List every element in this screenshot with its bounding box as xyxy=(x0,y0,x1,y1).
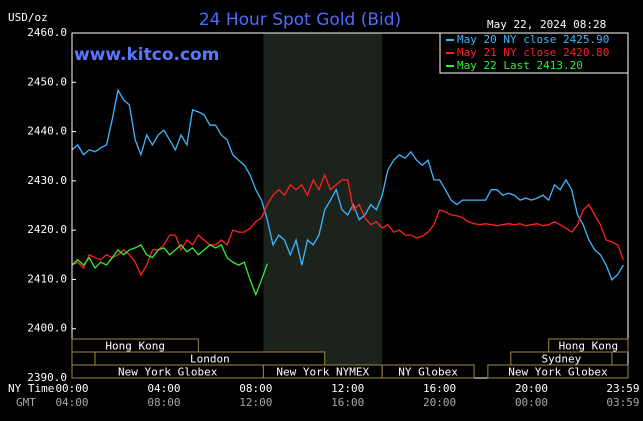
unit-label: USD/oz xyxy=(8,11,48,24)
session-label: London xyxy=(190,353,230,366)
x-tick-label: 12:00 xyxy=(331,382,364,395)
session-label: Hong Kong xyxy=(105,340,165,353)
price-line xyxy=(71,88,624,282)
plot-marks xyxy=(71,88,625,297)
x-tick-label: 04:00 xyxy=(147,382,180,395)
plot-back xyxy=(263,33,383,378)
x-tick-label: 00:00 xyxy=(55,382,88,395)
x-tick-label: 20:00 xyxy=(515,382,548,395)
x-tick-label: 23:59 xyxy=(606,382,639,395)
x2-tick-label: 00:00 xyxy=(515,396,548,409)
x2-tick-label: 03:59 xyxy=(606,396,639,409)
session-label: Sydney xyxy=(541,353,581,366)
session-bar xyxy=(381,364,475,379)
session-label: New York Globex xyxy=(508,366,608,379)
x-tick-label: 16:00 xyxy=(423,382,456,395)
x2-row-label: GMT xyxy=(16,396,36,409)
x2-tick-label: 08:00 xyxy=(147,396,180,409)
watermark: www.kitco.com xyxy=(74,45,219,65)
legend-box xyxy=(439,32,629,74)
y-tick-label: 2440.0 xyxy=(27,125,67,138)
x-tick-label: 08:00 xyxy=(239,382,272,395)
session-label: NY Globex xyxy=(398,366,458,379)
legend-label: May 20 NY close 2425.90 xyxy=(457,33,609,46)
timestamp: May 22, 2024 08:28 xyxy=(487,18,606,31)
y-tick-label: 2450.0 xyxy=(27,75,67,88)
legend-label: May 22 Last 2413.20 xyxy=(457,59,583,72)
nymex-shade xyxy=(263,33,383,378)
x2-tick-label: 04:00 xyxy=(55,396,88,409)
y-tick-label: 2410.0 xyxy=(27,272,67,285)
session-label: Hong Kong xyxy=(559,340,619,353)
price-line xyxy=(71,173,625,277)
x2-tick-label: 12:00 xyxy=(239,396,272,409)
x2-tick-label: 16:00 xyxy=(331,396,364,409)
session-bar xyxy=(71,351,96,366)
overlay: 2390.0 2400.0 2410.0 2420.0 2430.0 2440.0 2450… xyxy=(27,26,639,409)
session-label: New York NYMEX xyxy=(276,366,369,379)
price-line xyxy=(71,243,268,297)
y-tick-label: 2390.0 xyxy=(27,371,67,384)
y-tick-label: 2460.0 xyxy=(27,26,67,39)
y-tick-label: 2420.0 xyxy=(27,223,67,236)
x-row-label: NY Time xyxy=(8,382,54,395)
session-label: New York Globex xyxy=(118,366,218,379)
session-bar xyxy=(487,364,629,379)
legend-label: May 21 NY close 2420.80 xyxy=(457,46,609,59)
y-tick-label: 2430.0 xyxy=(27,174,67,187)
chart-title: 24 Hour Spot Gold (Bid) xyxy=(199,10,401,30)
y-tick-label: 2400.0 xyxy=(27,322,67,335)
x2-tick-label: 20:00 xyxy=(423,396,456,409)
